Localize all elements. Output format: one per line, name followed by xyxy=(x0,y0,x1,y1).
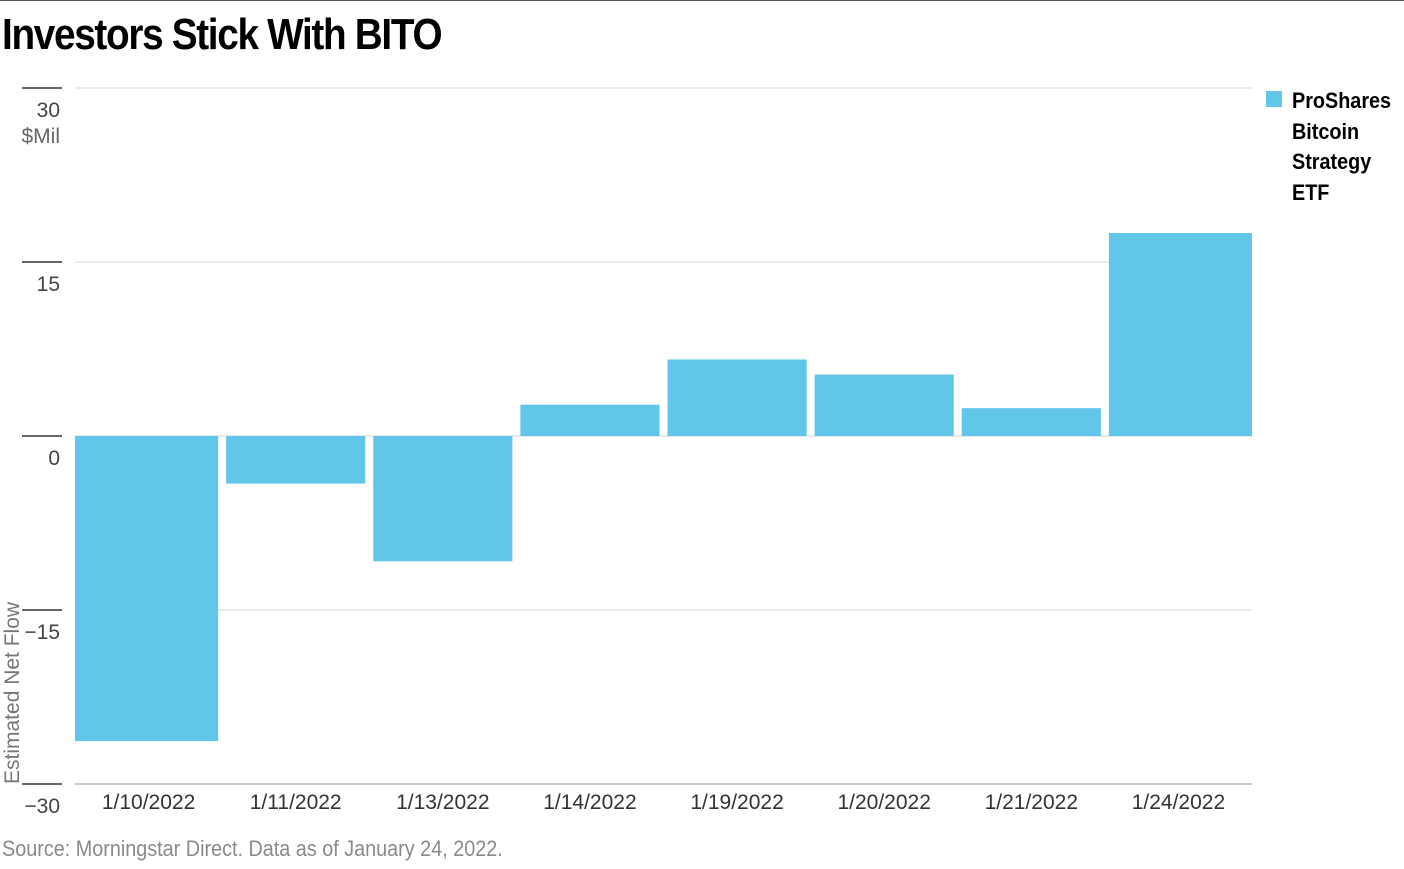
x-tick-label: 1/11/2022 xyxy=(250,791,342,814)
x-tick-label: 1/13/2022 xyxy=(396,791,489,814)
bar xyxy=(373,436,513,562)
chart-title: Investors Stick With BITO xyxy=(2,10,443,59)
x-tick-label: 1/19/2022 xyxy=(690,791,783,814)
y-tick-label: −30 xyxy=(24,795,60,818)
y-tick-label: 15 xyxy=(37,273,60,296)
x-tick-label: 1/14/2022 xyxy=(543,791,636,814)
legend: ProShares Bitcoin Strategy ETF xyxy=(1266,86,1402,208)
y-tick-label: 30 xyxy=(37,99,60,122)
legend-swatch xyxy=(1266,91,1282,107)
y-axis-label: Estimated Net Flow xyxy=(1,601,24,784)
legend-label: ProShares Bitcoin Strategy ETF xyxy=(1292,88,1392,205)
top-rule xyxy=(0,0,1404,1)
x-tick-label: 1/24/2022 xyxy=(1132,791,1225,814)
bar xyxy=(1108,233,1252,436)
x-tick-label: 1/10/2022 xyxy=(102,791,195,814)
bar xyxy=(961,408,1101,436)
bar xyxy=(667,359,807,436)
bar xyxy=(814,374,954,436)
y-tick-label: 0 xyxy=(48,447,60,470)
y-tick-label: −15 xyxy=(24,621,60,644)
x-tick-label: 1/21/2022 xyxy=(985,791,1078,814)
bar xyxy=(520,404,660,436)
y-unit-label: $Mil xyxy=(21,125,60,148)
x-tick-label: 1/20/2022 xyxy=(837,791,930,814)
bar xyxy=(75,436,219,742)
source-note: Source: Morningstar Direct. Data as of J… xyxy=(2,836,503,861)
bar xyxy=(226,436,366,484)
